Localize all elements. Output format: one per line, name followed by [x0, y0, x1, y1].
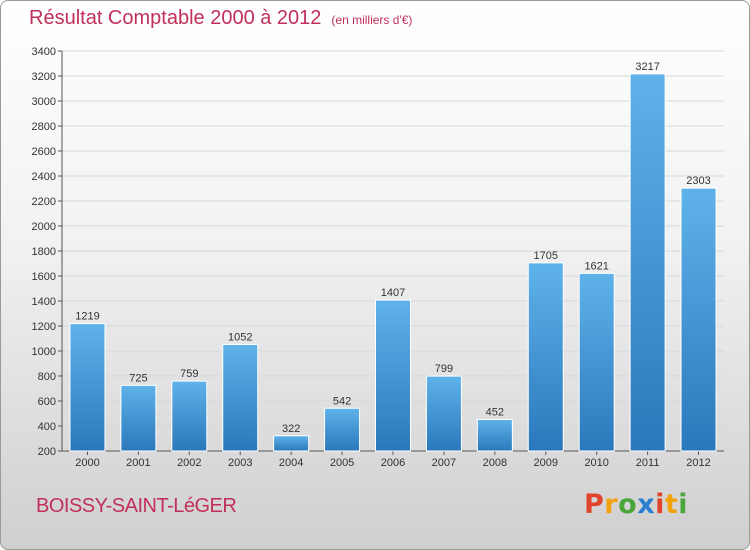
bar-value-label: 2303	[686, 175, 710, 187]
bar	[222, 344, 259, 452]
logo-letter: r	[604, 489, 619, 520]
bar	[629, 73, 666, 452]
proxiti-logo: Proxiti	[584, 489, 688, 520]
bar-value-label: 759	[180, 368, 198, 380]
x-tick-label: 2007	[432, 457, 456, 469]
x-tick-label: 2004	[279, 457, 303, 469]
x-tick-label: 2002	[177, 457, 201, 469]
bar	[425, 375, 462, 452]
y-tick-label: 400	[38, 421, 56, 433]
bar	[171, 380, 208, 452]
x-tick-label: 2011	[636, 457, 660, 469]
x-tick-label: 2009	[534, 457, 558, 469]
bar	[69, 323, 106, 452]
x-tick-label: 2008	[483, 457, 507, 469]
logo-letter: i	[678, 489, 689, 520]
bar	[527, 262, 564, 452]
y-tick-label: 1000	[32, 346, 56, 358]
y-tick-label: 1800	[32, 246, 56, 258]
bar-value-label: 1219	[75, 311, 99, 323]
bar-value-label: 1705	[534, 250, 558, 262]
x-tick-label: 2000	[75, 457, 99, 469]
bar	[273, 435, 310, 452]
bar	[476, 419, 513, 452]
y-tick-label: 1600	[32, 271, 56, 283]
bar-value-label: 1407	[381, 287, 405, 299]
y-tick-label: 2600	[32, 146, 56, 158]
place-name: BOISSY-SAINT-LéGER	[36, 495, 237, 517]
bar	[680, 187, 717, 452]
bar	[324, 407, 361, 452]
logo-letter: i	[655, 489, 665, 520]
y-tick-label: 1400	[32, 296, 56, 308]
y-tick-label: 1200	[32, 321, 56, 333]
x-tick-label: 2001	[126, 457, 150, 469]
x-tick-label: 2005	[330, 457, 354, 469]
bar-value-label: 1621	[584, 260, 608, 272]
y-tick-label: 2000	[32, 221, 56, 233]
y-tick-label: 800	[38, 371, 56, 383]
bar-value-label: 1052	[228, 332, 252, 344]
y-tick-label: 2200	[32, 196, 56, 208]
x-tick-label: 2010	[584, 457, 608, 469]
chart-title: Résultat Comptable 2000 à 2012 (en millie…	[29, 7, 412, 30]
bar-value-label: 725	[129, 372, 147, 384]
bar	[120, 384, 157, 452]
bar-value-label: 542	[333, 395, 351, 407]
y-tick-label: 200	[38, 446, 56, 458]
bar-value-label: 799	[435, 363, 453, 375]
y-tick-label: 3000	[32, 96, 56, 108]
logo-letter: o	[618, 489, 638, 520]
y-tick-label: 600	[38, 396, 56, 408]
logo-letter: P	[584, 489, 605, 520]
bar	[375, 299, 411, 452]
bar-value-label: 322	[282, 423, 300, 435]
y-tick-label: 2400	[32, 171, 56, 183]
y-tick-label: 2800	[32, 121, 56, 133]
x-tick-label: 2003	[228, 457, 252, 469]
x-tick-label: 2006	[381, 457, 405, 469]
x-tick-label: 2012	[686, 457, 710, 469]
logo-letter: t	[664, 489, 679, 520]
y-tick-label: 3200	[32, 71, 56, 83]
title-text: Résultat Comptable 2000 à 2012	[29, 7, 322, 29]
y-tick-label: 3400	[32, 46, 56, 58]
logo-letter: x	[637, 489, 656, 520]
chart-subtitle: (en milliers d'€)	[331, 13, 413, 27]
bar	[578, 272, 615, 452]
bar-value-label: 3217	[635, 61, 659, 73]
bar-value-label: 452	[486, 407, 504, 419]
